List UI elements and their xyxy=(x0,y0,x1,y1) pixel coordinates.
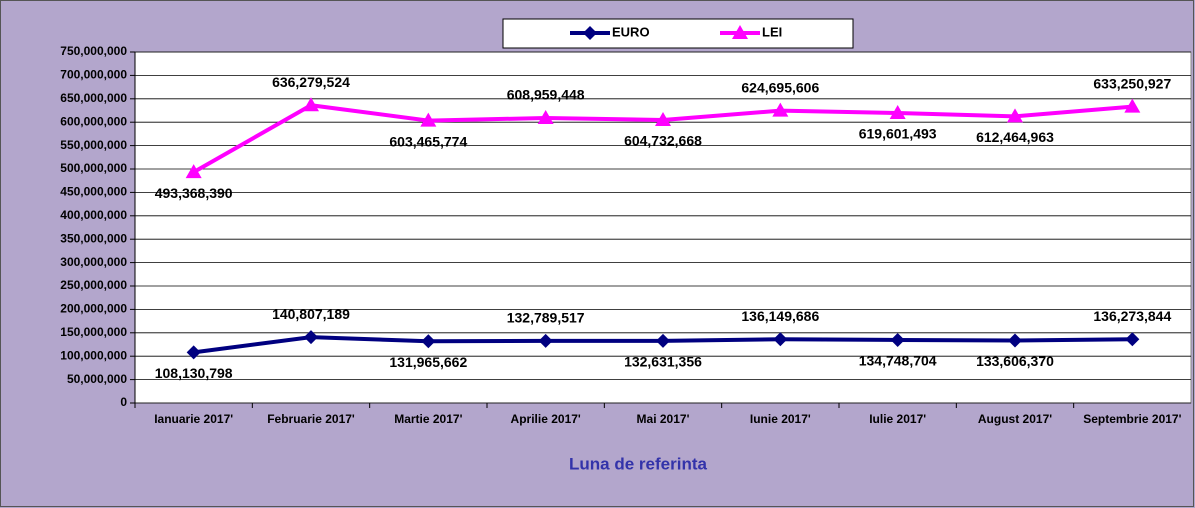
data-label: 108,130,798 xyxy=(155,365,233,381)
x-axis-title: Luna de referinta xyxy=(569,454,707,473)
marker xyxy=(772,102,789,117)
legend-label: EURO xyxy=(612,24,650,39)
data-label: 612,464,963 xyxy=(976,129,1054,145)
data-label: 603,465,774 xyxy=(389,133,467,149)
y-tick-label: 200,000,000 xyxy=(60,302,127,316)
y-tick-label: 600,000,000 xyxy=(60,114,127,128)
y-tick-label: 400,000,000 xyxy=(60,208,127,222)
y-tick-label: 350,000,000 xyxy=(60,231,127,245)
y-tick-label: 700,000,000 xyxy=(60,68,127,82)
y-tick-label: 550,000,000 xyxy=(60,138,127,152)
y-tick-label: 750,000,000 xyxy=(60,44,127,58)
x-tick-label: Ianuarie 2017' xyxy=(154,412,233,426)
y-tick-label: 450,000,000 xyxy=(60,185,127,199)
data-label: 619,601,493 xyxy=(859,126,937,142)
marker xyxy=(303,97,319,112)
data-label: 134,748,704 xyxy=(859,353,937,369)
marker xyxy=(537,110,554,125)
legend-label: LEI xyxy=(762,24,782,39)
data-label: 136,149,686 xyxy=(741,308,819,324)
marker xyxy=(732,25,748,39)
x-tick-label: Iulie 2017' xyxy=(869,412,926,426)
data-label: 608,959,448 xyxy=(507,87,585,103)
x-tick-label: Aprilie 2017' xyxy=(511,412,581,426)
marker xyxy=(773,332,788,347)
y-tick-label: 300,000,000 xyxy=(60,255,127,269)
marker xyxy=(185,164,202,179)
data-label: 493,368,390 xyxy=(155,185,233,201)
x-tick-label: August 2017' xyxy=(978,412,1052,426)
y-tick-label: 0 xyxy=(120,395,127,409)
marker xyxy=(1007,108,1023,123)
data-label: 136,273,844 xyxy=(1093,308,1171,324)
data-label: 131,965,662 xyxy=(389,354,467,370)
data-label: 133,606,370 xyxy=(976,353,1054,369)
data-label: 633,250,927 xyxy=(1093,75,1171,91)
marker xyxy=(655,111,671,126)
marker xyxy=(538,333,553,348)
x-tick-label: Martie 2017' xyxy=(394,412,462,426)
marker xyxy=(656,333,670,348)
data-label: 132,789,517 xyxy=(507,310,585,326)
y-tick-label: 100,000,000 xyxy=(60,348,127,362)
marker xyxy=(1125,332,1140,347)
data-label: 132,631,356 xyxy=(624,354,702,370)
marker xyxy=(583,26,597,40)
marker xyxy=(1008,333,1022,348)
y-tick-label: 500,000,000 xyxy=(60,161,127,175)
data-label: 140,807,189 xyxy=(272,306,350,322)
y-tick-label: 50,000,000 xyxy=(67,372,127,386)
x-tick-label: Iunie 2017' xyxy=(750,412,811,426)
marker xyxy=(421,334,436,349)
x-tick-label: Septembrie 2017' xyxy=(1083,412,1181,426)
x-tick-label: Februarie 2017' xyxy=(267,412,355,426)
marker xyxy=(186,345,201,360)
y-tick-label: 250,000,000 xyxy=(60,278,127,292)
marker xyxy=(1124,98,1141,113)
marker xyxy=(304,330,318,345)
marker xyxy=(420,112,437,127)
y-tick-label: 150,000,000 xyxy=(60,325,127,339)
data-label: 636,279,524 xyxy=(272,74,350,90)
marker xyxy=(890,332,905,347)
y-tick-label: 650,000,000 xyxy=(60,91,127,105)
data-label: 604,732,668 xyxy=(624,133,702,149)
plot-area xyxy=(134,51,1192,404)
x-tick-label: Mai 2017' xyxy=(637,412,690,426)
marker xyxy=(889,105,906,120)
data-label: 624,695,606 xyxy=(741,79,819,95)
legend xyxy=(502,18,854,49)
